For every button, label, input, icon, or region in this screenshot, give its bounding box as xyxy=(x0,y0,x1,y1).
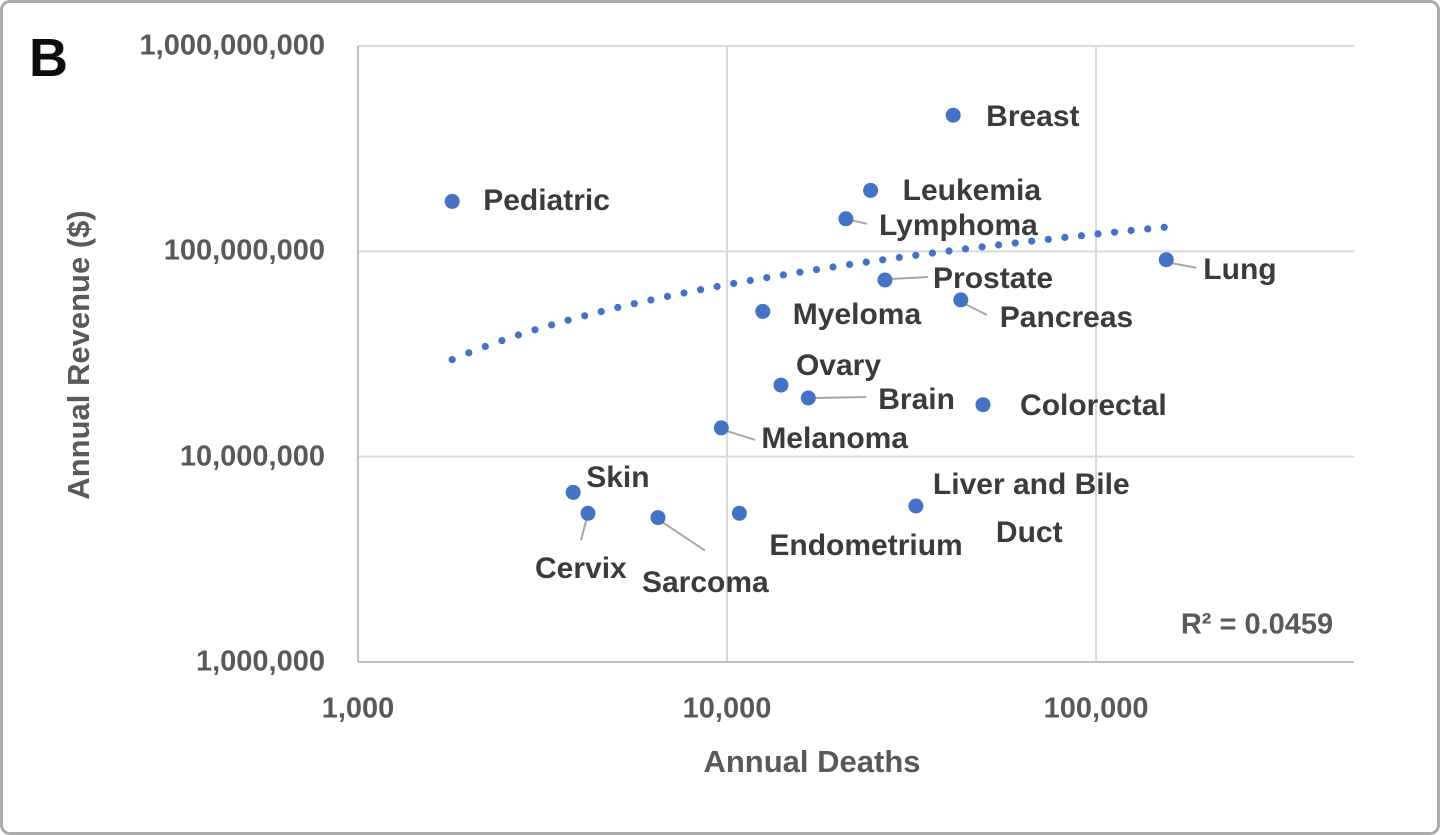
leader-line-pancreas xyxy=(964,303,988,316)
data-point-colorectal xyxy=(975,397,991,413)
trendline-dot xyxy=(713,282,721,291)
trendline-dot xyxy=(978,243,986,251)
trendline-dot xyxy=(1044,235,1052,243)
y-axis-title: Annual Revenue ($) xyxy=(61,210,96,500)
trendline-dot xyxy=(895,253,903,262)
trendline-dot xyxy=(1061,233,1069,241)
point-label-leukemia: Leukemia xyxy=(902,174,1042,208)
trendline-dot xyxy=(995,241,1003,249)
trendline-dot xyxy=(1127,226,1135,235)
trendline-dot xyxy=(862,258,870,266)
trendline-dot xyxy=(879,256,887,264)
point-label-prostate: Prostate xyxy=(933,262,1054,295)
leader-line-brain xyxy=(815,396,867,400)
trendline-dot xyxy=(647,296,655,304)
point-label-lymphoma: Lymphoma xyxy=(878,208,1038,242)
x-tick-label-10-000: 10,000 xyxy=(682,692,772,725)
trendline-dot xyxy=(961,245,970,253)
point-label-breast: Breast xyxy=(986,100,1080,134)
x-axis-title: Annual Deaths xyxy=(703,744,921,779)
trendline-dot xyxy=(779,271,788,279)
trendline-dot xyxy=(680,289,688,297)
point-label-melanoma: Melanoma xyxy=(761,421,909,455)
trendline-dot xyxy=(531,326,539,334)
data-point-liver-and-bile-duct xyxy=(908,498,924,514)
data-point-endometrium xyxy=(731,505,747,521)
data-point-brain xyxy=(800,390,816,406)
point-label-pediatric: Pediatric xyxy=(483,184,610,218)
x-tick-label-100-000: 100,000 xyxy=(1043,692,1149,725)
point-label-brain: Brain xyxy=(878,383,955,417)
trendline-dot xyxy=(1077,232,1085,240)
trendline-dot xyxy=(581,312,589,320)
trendline-dot xyxy=(465,349,473,357)
trendline-dot xyxy=(846,260,854,269)
trendline-dot xyxy=(1028,237,1036,245)
x-tick-label-1-000: 1,000 xyxy=(321,692,395,725)
trendline-dot xyxy=(763,274,771,282)
point-label-ovary: Ovary xyxy=(795,349,882,383)
point-label-pancreas: Pancreas xyxy=(999,300,1134,334)
trendline-dot xyxy=(1094,230,1102,238)
trendline-dot xyxy=(796,268,804,276)
data-point-pediatric xyxy=(444,193,460,209)
point-label-sarcoma: Sarcoma xyxy=(641,565,769,599)
point-label-colorectal: Colorectal xyxy=(1020,388,1167,422)
r-squared-label: R² = 0.0459 xyxy=(1180,608,1334,641)
trendline-dot xyxy=(564,316,572,324)
trendline-dot xyxy=(697,286,705,294)
trendline-dot xyxy=(928,249,937,257)
trendline-dot xyxy=(663,292,672,300)
trendline-dot xyxy=(945,247,953,255)
trendline-dot xyxy=(630,300,638,308)
leader-line-prostate xyxy=(889,276,929,281)
data-point-prostate xyxy=(877,272,893,288)
trendline-dot xyxy=(730,279,738,288)
trendline-dot xyxy=(829,263,837,271)
y-tick-label-1-000-000-000: 1,000,000,000 xyxy=(139,29,325,62)
leader-line-melanoma xyxy=(723,428,756,441)
y-tick-label-1-000-000: 1,000,000 xyxy=(195,645,325,678)
trendline-dot xyxy=(514,331,522,339)
trendline-dot xyxy=(448,356,456,364)
scatter-plot-canvas xyxy=(357,45,1354,663)
trendline-dot xyxy=(481,342,489,351)
panel-label: B xyxy=(29,28,69,88)
trendline-dot xyxy=(1144,225,1152,233)
trendline-dot xyxy=(1011,239,1019,247)
data-point-skin xyxy=(565,484,581,500)
trendline-dot xyxy=(746,276,754,285)
trendline-dot xyxy=(1110,228,1119,236)
data-point-breast xyxy=(945,107,961,123)
y-tick-label-100-000-000: 100,000,000 xyxy=(163,234,325,267)
point-label-endometrium: Endometrium xyxy=(769,529,963,563)
trendline-dot xyxy=(548,321,556,329)
data-point-sarcoma xyxy=(650,510,666,526)
trendline-dot xyxy=(498,337,506,345)
y-tick-label-10-000-000: 10,000,000 xyxy=(179,440,325,473)
point-label-lung: Lung xyxy=(1203,252,1277,286)
point-label-liver-and-bile-duct: Liver and Bile xyxy=(932,468,1130,501)
data-point-lung xyxy=(1158,252,1174,268)
data-point-ovary xyxy=(773,377,789,393)
data-point-leukemia xyxy=(863,182,879,198)
trendline-dot xyxy=(812,266,821,274)
leader-line-lung xyxy=(1169,261,1197,269)
trendline-dot xyxy=(1160,223,1168,231)
point-label-myeloma: Myeloma xyxy=(792,298,922,332)
trendline-dot xyxy=(912,251,920,259)
data-point-cervix xyxy=(580,505,596,521)
data-point-myeloma xyxy=(755,303,771,319)
trendline-dot xyxy=(597,308,605,316)
point-label-liver-and-bile-duct: Duct xyxy=(995,516,1063,549)
data-point-pancreas xyxy=(953,292,969,308)
data-point-melanoma xyxy=(713,420,729,436)
point-label-skin: Skin xyxy=(586,461,650,495)
data-point-lymphoma xyxy=(838,211,854,227)
point-label-cervix: Cervix xyxy=(534,552,627,586)
trendline-dot xyxy=(614,303,622,312)
leader-line-cervix xyxy=(580,517,588,541)
leader-line-sarcoma xyxy=(659,519,706,552)
